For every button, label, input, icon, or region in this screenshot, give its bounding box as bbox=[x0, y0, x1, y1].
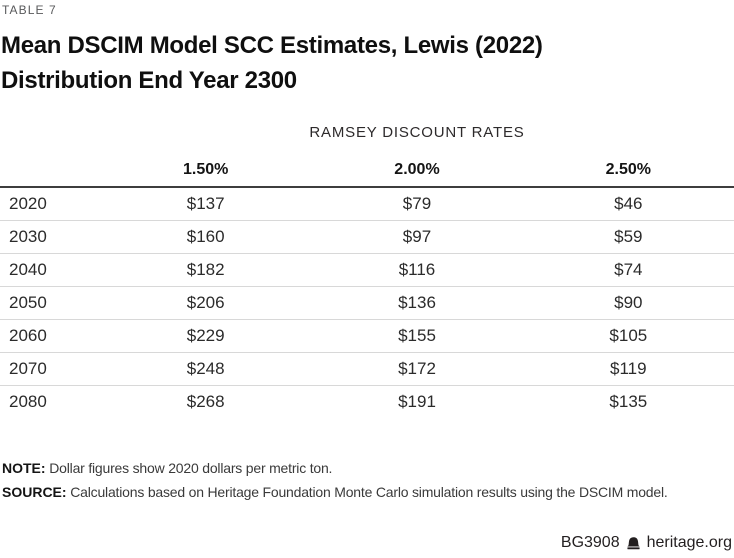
row-value: $137 bbox=[186, 194, 225, 213]
column-header-rate-1: 1.50% bbox=[182, 161, 229, 178]
page-title: Mean DSCIM Model SCC Estimates, Lewis (2… bbox=[1, 28, 661, 98]
column-group-header: RAMSEY DISCOUNT RATES bbox=[309, 124, 525, 141]
source-text: Calculations based on Heritage Foundatio… bbox=[70, 484, 668, 500]
table-row: 2020 $137 $79 $46 bbox=[0, 188, 734, 221]
row-value: $191 bbox=[398, 392, 436, 411]
row-value: $172 bbox=[398, 359, 436, 378]
row-year: 2040 bbox=[9, 260, 47, 279]
row-value: $229 bbox=[186, 326, 225, 345]
table-row: 2040 $182 $116 $74 bbox=[0, 254, 734, 287]
row-value: $46 bbox=[614, 194, 643, 213]
page-title-line1: Mean DSCIM Model SCC Estimates, Lewis (2… bbox=[1, 32, 543, 59]
site-url: heritage.org bbox=[646, 534, 732, 551]
table-header-row: 1.50% 2.00% 2.50% bbox=[0, 160, 734, 180]
table-row: 2030 $160 $97 $59 bbox=[0, 221, 734, 254]
row-value: $136 bbox=[398, 293, 436, 312]
page-footer: BG3908 heritage.org bbox=[561, 533, 732, 553]
table-number-label: TABLE 7 bbox=[2, 3, 57, 17]
row-year: 2060 bbox=[9, 326, 47, 345]
table-row: 2050 $206 $136 $90 bbox=[0, 287, 734, 320]
row-value: $155 bbox=[398, 326, 436, 345]
row-value: $79 bbox=[402, 194, 432, 213]
row-value: $90 bbox=[614, 293, 643, 312]
row-value: $160 bbox=[186, 227, 225, 246]
row-value: $116 bbox=[398, 260, 436, 279]
row-year: 2030 bbox=[9, 227, 47, 246]
page-title-line2: Distribution End Year 2300 bbox=[1, 67, 297, 94]
row-year: 2070 bbox=[9, 359, 47, 378]
row-year: 2020 bbox=[9, 194, 47, 213]
source-line: SOURCE: Calculations based on Heritage F… bbox=[2, 480, 668, 504]
source-label: SOURCE: bbox=[2, 484, 67, 500]
row-value: $74 bbox=[614, 260, 643, 279]
table-row: 2060 $229 $155 $105 bbox=[0, 320, 734, 353]
row-value: $105 bbox=[609, 326, 648, 345]
table-row: 2080 $268 $191 $135 bbox=[0, 386, 734, 418]
row-value: $119 bbox=[610, 359, 647, 378]
row-year: 2050 bbox=[9, 293, 47, 312]
table-row: 2070 $248 $172 $119 bbox=[0, 353, 734, 386]
row-year: 2080 bbox=[9, 392, 47, 411]
row-value: $59 bbox=[614, 227, 643, 246]
note-text: Dollar figures show 2020 dollars per met… bbox=[49, 460, 333, 476]
column-header-rate-2: 2.00% bbox=[394, 161, 440, 178]
row-value: $268 bbox=[186, 392, 225, 411]
report-id: BG3908 bbox=[560, 534, 620, 551]
note-label: NOTE: bbox=[2, 460, 46, 476]
data-table: RAMSEY DISCOUNT RATES 1.50% 2.00% 2.50% … bbox=[0, 124, 734, 418]
liberty-bell-icon bbox=[626, 536, 641, 551]
table-body: 2020 $137 $79 $46 2030 $160 $97 $59 2040… bbox=[0, 186, 734, 418]
column-header-rate-3: 2.50% bbox=[605, 161, 651, 178]
row-value: $206 bbox=[186, 293, 225, 312]
row-value: $135 bbox=[609, 392, 648, 411]
row-value: $248 bbox=[186, 359, 225, 378]
row-value: $182 bbox=[186, 260, 225, 279]
note-line: NOTE: Dollar figures show 2020 dollars p… bbox=[2, 456, 668, 480]
notes-block: NOTE: Dollar figures show 2020 dollars p… bbox=[2, 456, 668, 504]
row-value: $97 bbox=[402, 227, 432, 246]
